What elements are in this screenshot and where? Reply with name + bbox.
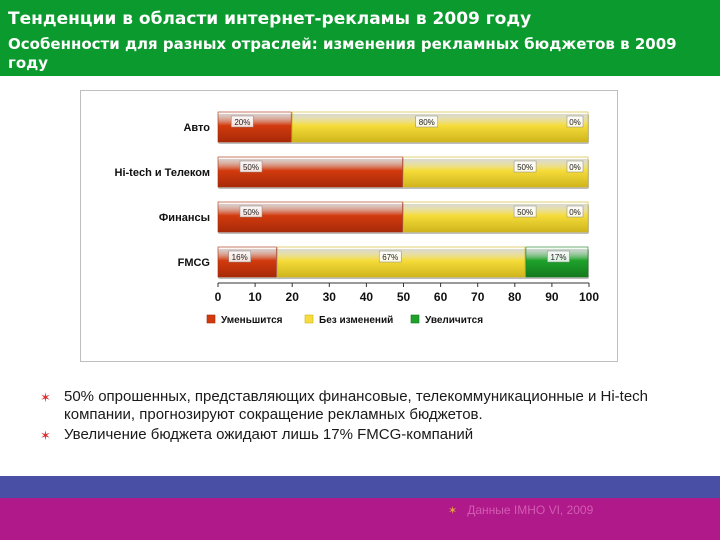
data-label-box — [378, 250, 402, 263]
source-marker-icon: ✶ — [448, 505, 458, 517]
bullet-marker-icon: ✶ — [40, 390, 51, 405]
page-subtitle: Особенности для разных отраслей: изменен… — [8, 35, 677, 72]
legend-label: Без изменений — [319, 315, 393, 326]
x-tick-label: 50 — [397, 290, 411, 304]
bullet-marker-icon: ✶ — [40, 428, 51, 443]
data-label-box — [547, 250, 570, 263]
category-label: FMCG — [178, 257, 210, 269]
x-tick-label: 30 — [323, 290, 337, 304]
data-label: 16% — [232, 253, 248, 262]
x-tick-label: 40 — [360, 290, 374, 304]
data-label-box — [566, 115, 584, 128]
x-tick-label: 10 — [248, 290, 262, 304]
bar-segment — [403, 156, 589, 188]
x-tick-label: 0 — [215, 290, 222, 304]
bullet-text: Увеличение бюджета ожидают лишь 17% FMCG… — [64, 426, 474, 443]
data-label: 80% — [419, 118, 435, 127]
x-tick-label: 90 — [545, 290, 559, 304]
x-tick-label: 60 — [434, 290, 448, 304]
footer-band-magenta-bottom — [0, 520, 720, 540]
source-text: Данные IMHO VI, 2009 — [467, 503, 594, 517]
data-label: 17% — [550, 253, 566, 262]
bullet-text: 50% опрошенных, представляющих финансовы… — [64, 388, 649, 423]
bar-segment — [291, 111, 589, 143]
data-label-box — [566, 205, 584, 218]
bullet-item: ✶ 50% опрошенных, представляющих финансо… — [40, 388, 700, 424]
data-label-box — [231, 115, 254, 128]
bullet-item: ✶ Увеличение бюджета ожидают лишь 17% FM… — [40, 426, 700, 444]
data-label: 50% — [243, 163, 259, 172]
data-label: 0% — [569, 118, 581, 127]
data-label: 50% — [243, 208, 259, 217]
footer-band-blue — [0, 476, 720, 498]
legend-label: Уменьшится — [221, 315, 283, 326]
page-title: Тенденции в области интернет-рекламы в 2… — [8, 9, 532, 29]
footer-band-magenta — [0, 498, 720, 520]
data-label-box — [513, 205, 537, 218]
data-label-box — [566, 160, 584, 173]
category-label: Финансы — [159, 212, 210, 224]
legend-swatch — [304, 314, 314, 324]
x-tick-label: 20 — [286, 290, 300, 304]
data-label: 20% — [234, 118, 250, 127]
bullet-list: ✶ 50% опрошенных, представляющих финансо… — [40, 388, 700, 446]
bar-segment — [217, 111, 292, 143]
bar-segment — [403, 201, 589, 233]
data-label-box — [513, 160, 537, 173]
data-label: 67% — [382, 253, 398, 262]
legend-swatch — [206, 314, 216, 324]
data-label: 0% — [569, 163, 581, 172]
chart-frame: Авто 20% 80% 0% Hi-tech и Телеком 50% 50% 0% Фин… — [80, 90, 618, 362]
stacked-bar-chart: Авто 20% 80% 0% Hi-tech и Телеком 50% 50% 0% Фин… — [115, 111, 599, 326]
header-bar: Тенденции в области интернет-рекламы в 2… — [0, 0, 720, 76]
data-label-box — [415, 115, 439, 128]
x-tick-label: 70 — [471, 290, 485, 304]
data-label: 0% — [569, 208, 581, 217]
source-note: ✶ Данные IMHO VI, 2009 — [448, 503, 593, 517]
category-label: Авто — [183, 122, 210, 134]
data-label: 50% — [517, 208, 533, 217]
data-label-box — [228, 250, 251, 263]
legend-label: Увеличится — [425, 315, 483, 326]
x-tick-label: 100 — [579, 290, 599, 304]
data-label: 50% — [517, 163, 533, 172]
x-tick-label: 80 — [508, 290, 522, 304]
data-label-box — [239, 205, 263, 218]
legend-swatch — [410, 314, 420, 324]
data-label-box — [239, 160, 263, 173]
category-label: Hi-tech и Телеком — [115, 167, 210, 179]
